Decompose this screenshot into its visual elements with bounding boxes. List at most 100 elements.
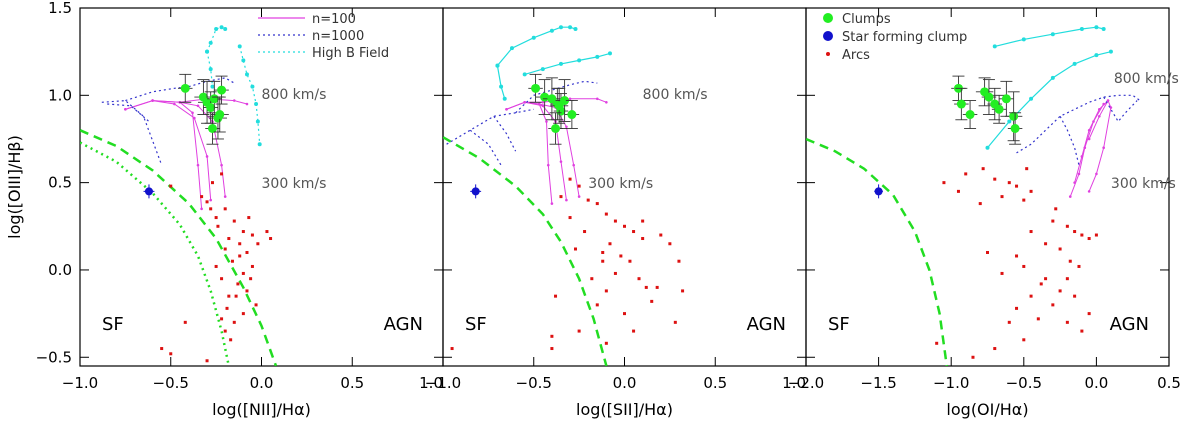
region-label-agn-sii: AGN [747,314,786,335]
arc-point-sii [659,233,663,237]
model-node-highB-nii [250,84,255,89]
arc-point-sii [595,303,599,307]
arc-point-sii [681,289,685,293]
model-node-n100-sii [550,202,554,205]
region-label-sf-oi: SF [828,314,850,335]
model-node-highB-oi [1007,119,1012,124]
model-node-highB-sii [499,84,504,89]
arc-point-sii [655,285,659,289]
legend-point-swatch [823,31,833,41]
chart-text: −1.0 −0.5 0.0 0.5 1.0 log([NII]/Hα) SF AGN 800 k… [5,0,1181,419]
model-line-n1000-sii [515,80,598,114]
arc-point-nii [232,320,236,324]
arc-point-nii [223,329,227,333]
model-node-n100-sii [565,125,568,129]
y-tick-label: −0.5 [36,348,72,366]
arc-point-oi [1029,230,1033,234]
region-label-agn-nii: AGN [384,314,423,335]
arc-point-nii [205,200,209,204]
y-axis-label: log([OIII]/Hβ) [5,135,24,239]
clump-point-sii [540,92,550,102]
x-tick-label-nii: 0.0 [250,374,274,392]
arc-point-nii [205,359,209,363]
panel-points-nii [143,73,273,363]
model-node-n100-nii [173,102,176,106]
model-node-n100-sii [541,101,545,104]
x-tick-label-oi: −0.5 [1006,374,1042,392]
arc-point-nii [249,277,253,281]
model-node-highB-sii [522,72,527,77]
model-and-demarcation-lines [80,25,1141,366]
arc-point-nii [245,289,249,293]
arc-point-nii [241,271,245,275]
model-node-n100-nii [209,198,212,202]
model-node-n100-nii [220,163,223,167]
model-node-n100-nii [245,102,249,106]
arc-point-nii [183,320,187,324]
arc-point-oi [1022,198,1026,202]
arc-point-sii [623,312,626,316]
model-node-n100-nii [200,207,203,211]
x-tick-label-sii: 0.5 [703,374,727,392]
arc-point-nii [250,233,254,237]
clump-point-sii [551,123,561,133]
arc-point-nii [269,237,273,241]
clump-point-nii [180,83,190,93]
arc-point-oi [1094,233,1098,237]
arc-point-nii [238,242,242,246]
model-line-n1000-nii [107,103,150,122]
arc-point-sii [577,184,581,188]
model-node-highB-sii [573,26,578,31]
model-node-highB-sii [595,54,600,59]
region-label-sf-nii: SF [102,314,124,335]
arc-point-nii [227,294,231,298]
star-forming-point-nii [144,187,153,196]
arc-point-oi [1022,338,1026,342]
arc-point-sii [595,202,599,206]
clump-point-sii [554,101,564,111]
model-node-n100-sii [523,101,526,104]
shock-label-800-sii: 800 km/s [643,87,708,103]
panel-frames [79,7,1170,367]
model-node-highB-sii [558,61,563,66]
arc-point-sii [619,254,623,258]
x-axis-label-sii: log([SII]/Hα) [576,400,673,419]
x-tick-label-oi: 0.0 [1084,374,1108,392]
arc-point-sii [613,219,617,223]
arc-point-oi [981,167,985,171]
arc-point-nii [247,216,251,220]
arc-point-nii [214,264,218,268]
model-node-n100-oi [1092,120,1095,123]
legend-model-label: n=1000 [312,29,364,44]
clump-point-oi [1001,94,1011,104]
model-line-n100-nii [125,100,203,209]
model-line-n100-nii [125,98,248,110]
model-node-highB-oi [1079,26,1084,31]
model-node-highB-sii [607,51,612,56]
clump-point-oi [965,110,975,120]
arc-point-oi [1000,195,1004,199]
star-forming-point-sii [471,187,480,196]
arc-point-nii [220,277,224,281]
arc-point-oi [1058,247,1062,251]
model-node-highB-sii [577,58,582,63]
model-node-highB-nii [205,49,210,54]
shock-label-800-nii: 800 km/s [262,87,327,103]
model-node-n100-sii [545,120,548,123]
model-node-n100-nii [223,195,227,198]
legend: n=100 n=1000 High B Field Clumps Star formin… [258,12,967,63]
arc-point-sii [677,259,681,263]
arc-point-sii [568,177,572,181]
arc-point-nii [241,312,245,316]
demarcation-line-kewley-sii [443,136,608,366]
arc-point-sii [668,242,672,246]
x-axis-label-oi: log(OI/Hα) [946,400,1028,419]
model-node-highB-nii [208,40,213,45]
arc-point-nii [210,181,214,185]
model-node-highB-oi [1094,25,1099,30]
y-tick-label: 1.5 [48,0,72,17]
panel-points-sii [450,73,685,351]
model-node-n100-oi [1087,190,1091,193]
model-line-n100-sii [506,101,553,204]
arc-point-sii [613,271,617,275]
